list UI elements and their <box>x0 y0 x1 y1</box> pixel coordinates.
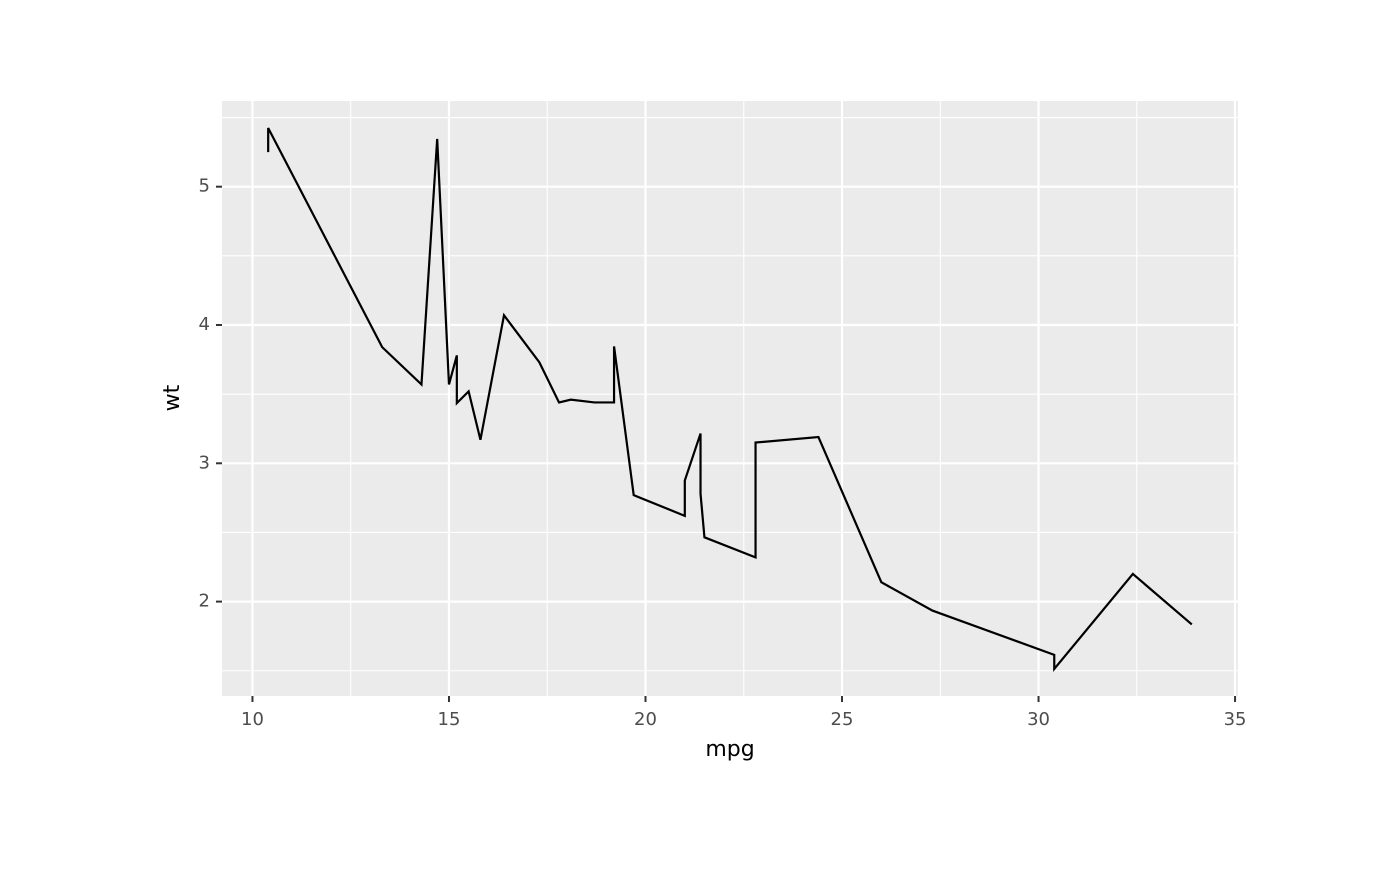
x-tick-label: 30 <box>1027 709 1050 730</box>
y-tick-label: 5 <box>199 176 210 197</box>
grid <box>222 101 1238 696</box>
x-tick-label: 25 <box>831 709 854 730</box>
axes: 10 15 20 25 30 35 2 3 4 5 <box>199 176 1247 730</box>
panel-background <box>222 101 1238 696</box>
x-tick-label: 10 <box>241 709 264 730</box>
data-line <box>267 127 1193 673</box>
y-tick-label: 3 <box>199 452 210 473</box>
x-tick-label: 20 <box>634 709 657 730</box>
x-tick-label: 15 <box>438 709 461 730</box>
y-tick-label: 2 <box>199 591 210 612</box>
x-axis-title: mpg <box>705 737 754 762</box>
y-tick-label: 4 <box>199 314 210 335</box>
y-axis-title: wt <box>160 384 185 411</box>
marks <box>267 127 1193 673</box>
x-tick-label: 35 <box>1224 709 1247 730</box>
